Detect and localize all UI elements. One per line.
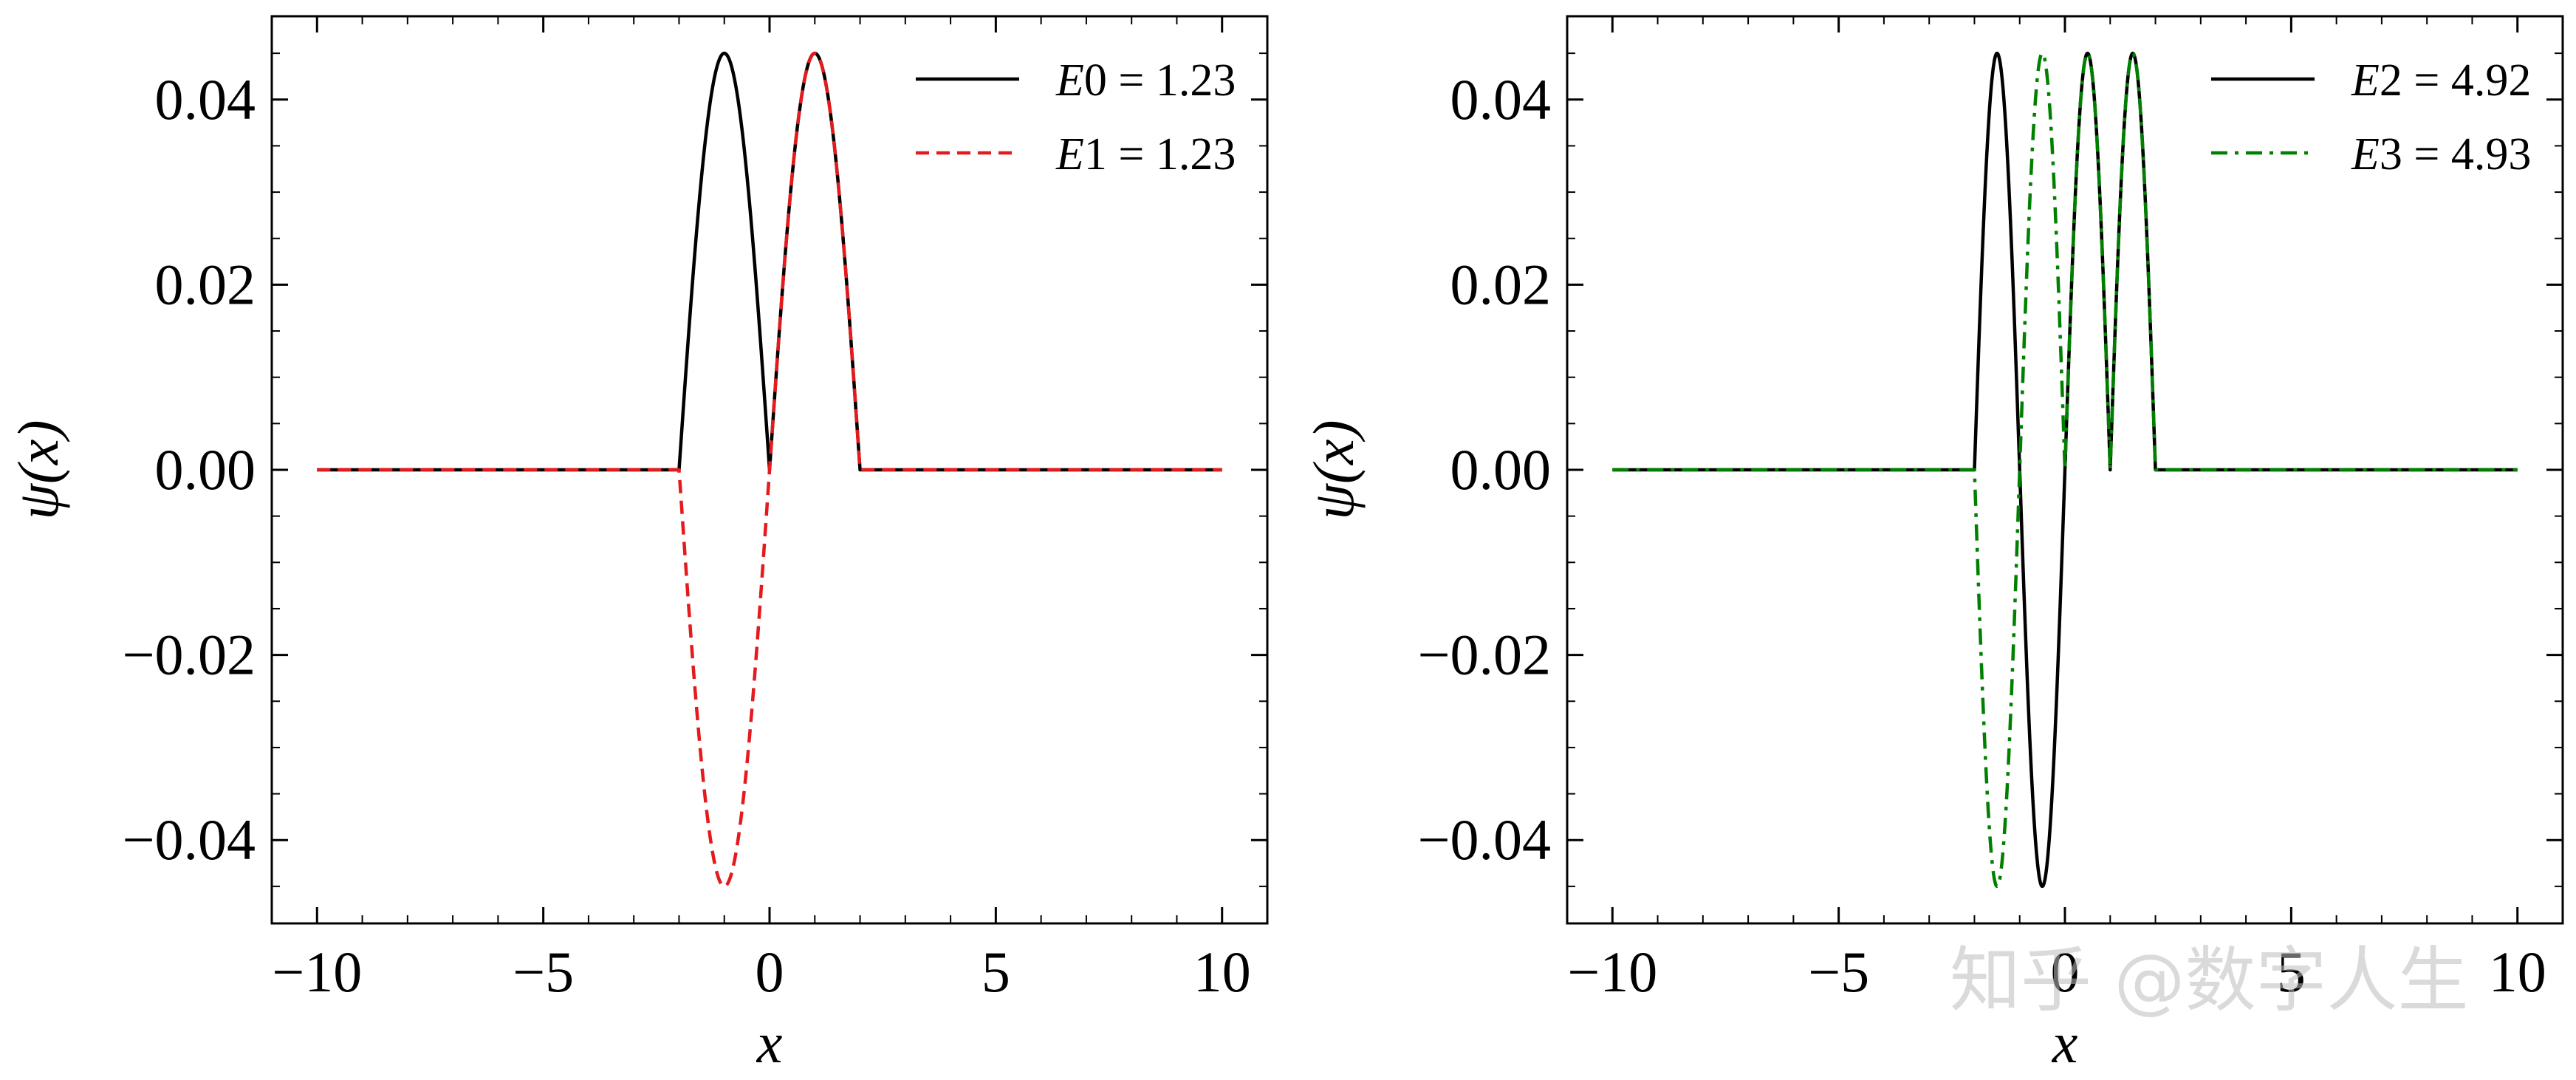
- legend-label-1: E3 = 4.93: [2351, 129, 2531, 180]
- x-tick-label: 10: [1193, 940, 1251, 1004]
- x-axis-label: x: [2052, 1011, 2078, 1075]
- x-axis-label: x: [756, 1011, 783, 1075]
- y-tick-label: 0.02: [1450, 252, 1552, 316]
- series-line-1: [315, 51, 1224, 889]
- y-tick-label: 0.00: [155, 437, 256, 502]
- x-tick-label: 5: [982, 940, 1010, 1004]
- x-tick-label: 10: [2489, 940, 2546, 1004]
- legend-label-0: E2 = 4.92: [2351, 55, 2531, 106]
- legend-label-1: E1 = 1.23: [1055, 129, 1236, 180]
- right-chart-panel: −10 −5 0 5 10 0.04 0.02 0.00 −0.02 −0.04 x ψ(x) E2 =…: [1301, 15, 2564, 1075]
- y-tick-label: −0.04: [123, 807, 256, 872]
- x-tick-label: 0: [756, 940, 784, 1004]
- x-tick-label: −5: [513, 940, 574, 1004]
- x-tick-label: −10: [272, 940, 362, 1004]
- x-tick-label: −10: [1567, 940, 1657, 1004]
- watermark-text: 知乎 @数字人生: [1950, 939, 2469, 1022]
- y-axis-label: ψ(x): [6, 420, 70, 519]
- y-axis-label: ψ(x): [1301, 420, 1366, 519]
- y-tick-label: 0.04: [1450, 67, 1552, 131]
- y-tick-label: 0.04: [155, 67, 256, 131]
- legend-label-0: E0 = 1.23: [1055, 55, 1236, 106]
- y-tick-label: −0.02: [1418, 623, 1552, 687]
- y-tick-label: −0.02: [123, 623, 256, 687]
- left-chart-panel: −10 −5 0 5 10 0.04 0.02 0.00 −0.02 −0.04 x ψ(x) E0 =…: [6, 15, 1269, 1075]
- y-tick-label: 0.00: [1450, 437, 1552, 502]
- y-tick-label: −0.04: [1418, 807, 1552, 872]
- series-line-3: [1611, 51, 2519, 889]
- x-tick-label: −5: [1808, 940, 1869, 1004]
- x-tick-label: 0: [2051, 940, 2080, 1004]
- x-tick-label: 5: [2277, 940, 2306, 1004]
- y-tick-label: 0.02: [155, 252, 256, 316]
